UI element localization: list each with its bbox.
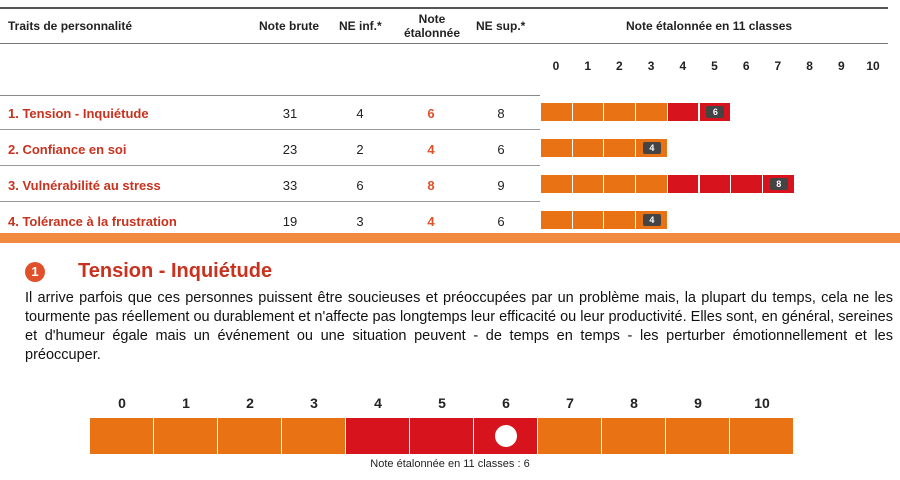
score-bar-segment bbox=[667, 175, 700, 193]
trait-name: 3. Vulnérabilité au stress bbox=[8, 178, 161, 193]
detail-scale-segment bbox=[602, 418, 665, 454]
detail-scale-segment bbox=[282, 418, 345, 454]
ne-sup-cell: 6 bbox=[497, 214, 505, 229]
scale-number: 10 bbox=[866, 59, 880, 73]
table-row: 4. Tolérance à la frustration 19 3 4 6 4 bbox=[0, 204, 900, 240]
score-bar-segment bbox=[699, 175, 732, 193]
ne-inf-cell: 3 bbox=[356, 214, 364, 229]
detail-scale-number: 3 bbox=[310, 395, 318, 411]
note-etalonnee-cell: 4 bbox=[427, 214, 435, 229]
scale-number: 8 bbox=[806, 59, 813, 73]
ne-sup-cell: 8 bbox=[497, 106, 505, 121]
header-rule-bottom bbox=[0, 95, 540, 96]
note-brute-cell: 19 bbox=[282, 214, 298, 229]
scale-number: 2 bbox=[616, 59, 623, 73]
scale-number: 5 bbox=[711, 59, 718, 73]
score-bar-segment bbox=[604, 103, 637, 121]
detail-scale-number: 1 bbox=[182, 395, 190, 411]
row-separator bbox=[0, 129, 540, 130]
score-badge: 4 bbox=[642, 214, 661, 226]
detail-scale-segment bbox=[410, 418, 473, 454]
detail-scale-number: 4 bbox=[374, 395, 382, 411]
score-bar-segment bbox=[667, 103, 700, 121]
detail-scale-segment bbox=[218, 418, 281, 454]
scale-caption: Note étalonnée en 11 classes : 6 bbox=[370, 458, 530, 470]
scale-number: 1 bbox=[584, 59, 592, 73]
detail-scale-number: 2 bbox=[246, 395, 254, 411]
score-badge: 6 bbox=[706, 106, 725, 118]
detail-scale-segment bbox=[90, 418, 153, 454]
note-brute-cell: 33 bbox=[282, 178, 298, 193]
scale-number: 6 bbox=[742, 59, 750, 73]
ne-inf-cell: 4 bbox=[356, 106, 364, 121]
note-etalonnee-cell: 4 bbox=[427, 142, 435, 157]
ne-inf-cell: 2 bbox=[356, 142, 364, 157]
scale-number: 7 bbox=[774, 59, 782, 73]
score-bar-segment bbox=[604, 175, 637, 193]
detail-scale-number: 5 bbox=[438, 395, 446, 411]
score-bar-segment bbox=[572, 211, 605, 229]
detail-scale-segment bbox=[538, 418, 601, 454]
note-etalonnee-cell: 6 bbox=[427, 106, 435, 121]
detail-scale-number: 6 bbox=[502, 395, 510, 411]
header-note-brute: Note brute bbox=[259, 19, 319, 33]
trait-name: 1. Tension - Inquiétude bbox=[8, 106, 149, 121]
header-note-etalonnee: Note étalonnée bbox=[403, 12, 460, 40]
note-etalonnee-cell: 8 bbox=[427, 178, 435, 193]
score-bar-segment bbox=[604, 211, 637, 229]
header-ne-sup: NE sup.* bbox=[476, 19, 526, 33]
ne-sup-cell: 9 bbox=[497, 178, 505, 193]
section-number-badge: 1 bbox=[25, 262, 45, 282]
score-bar-segment bbox=[541, 211, 573, 229]
row-separator bbox=[0, 201, 540, 202]
detail-scale-number: 8 bbox=[630, 395, 638, 411]
trait-name: 4. Tolérance à la frustration bbox=[8, 214, 177, 229]
score-marker bbox=[495, 425, 517, 447]
detail-scale-number: 9 bbox=[694, 395, 702, 411]
scale-number: 4 bbox=[679, 59, 687, 73]
ne-sup-cell: 6 bbox=[497, 142, 505, 157]
score-badge: 8 bbox=[769, 178, 788, 190]
score-bar-segment bbox=[731, 175, 763, 193]
header-ne-inf: NE inf.* bbox=[339, 19, 382, 33]
detail-scale-segment bbox=[666, 418, 729, 454]
score-badge: 4 bbox=[642, 142, 661, 154]
section-title: Tension - Inquiétude bbox=[78, 260, 273, 282]
score-bar-segment bbox=[572, 103, 605, 121]
detail-scale-segment bbox=[730, 418, 793, 454]
score-bar-segment bbox=[572, 139, 605, 157]
note-brute-cell: 23 bbox=[282, 142, 298, 157]
header-traits: Traits de personnalité bbox=[8, 19, 133, 33]
scale-number: 9 bbox=[837, 59, 845, 73]
scale-number: 0 bbox=[552, 59, 560, 73]
trait-name: 2. Confiance en soi bbox=[8, 142, 127, 157]
note-brute-cell: 31 bbox=[282, 106, 298, 121]
scale-number: 3 bbox=[647, 59, 655, 73]
header-rule bbox=[0, 43, 888, 44]
section-description: Il arrive parfois que ces personnes puis… bbox=[25, 290, 893, 363]
table-row: 3. Vulnérabilité au stress 33 6 8 9 8 bbox=[0, 168, 900, 204]
score-bar-segment bbox=[636, 103, 668, 121]
top-rule bbox=[0, 7, 888, 9]
score-bar-segment bbox=[604, 139, 637, 157]
ne-inf-cell: 6 bbox=[356, 178, 364, 193]
section-divider bbox=[0, 233, 900, 243]
header-scale-title: Note étalonnée en 11 classes bbox=[626, 19, 793, 33]
detail-scale-segment bbox=[154, 418, 217, 454]
score-bar-segment bbox=[541, 139, 573, 157]
score-bar-segment bbox=[636, 175, 668, 193]
table-row: 2. Confiance en soi 23 2 4 6 4 bbox=[0, 132, 900, 168]
table-row: 1. Tension - Inquiétude 31 4 6 8 6 bbox=[0, 96, 900, 132]
detail-scale-number: 7 bbox=[566, 395, 574, 411]
score-bar-segment bbox=[541, 103, 573, 121]
detail-scale-segment bbox=[346, 418, 409, 454]
row-separator bbox=[0, 165, 540, 166]
detail-scale-number: 0 bbox=[118, 395, 126, 411]
score-bar-segment bbox=[572, 175, 605, 193]
detail-scale-number: 10 bbox=[754, 395, 770, 411]
score-bar-segment bbox=[541, 175, 573, 193]
